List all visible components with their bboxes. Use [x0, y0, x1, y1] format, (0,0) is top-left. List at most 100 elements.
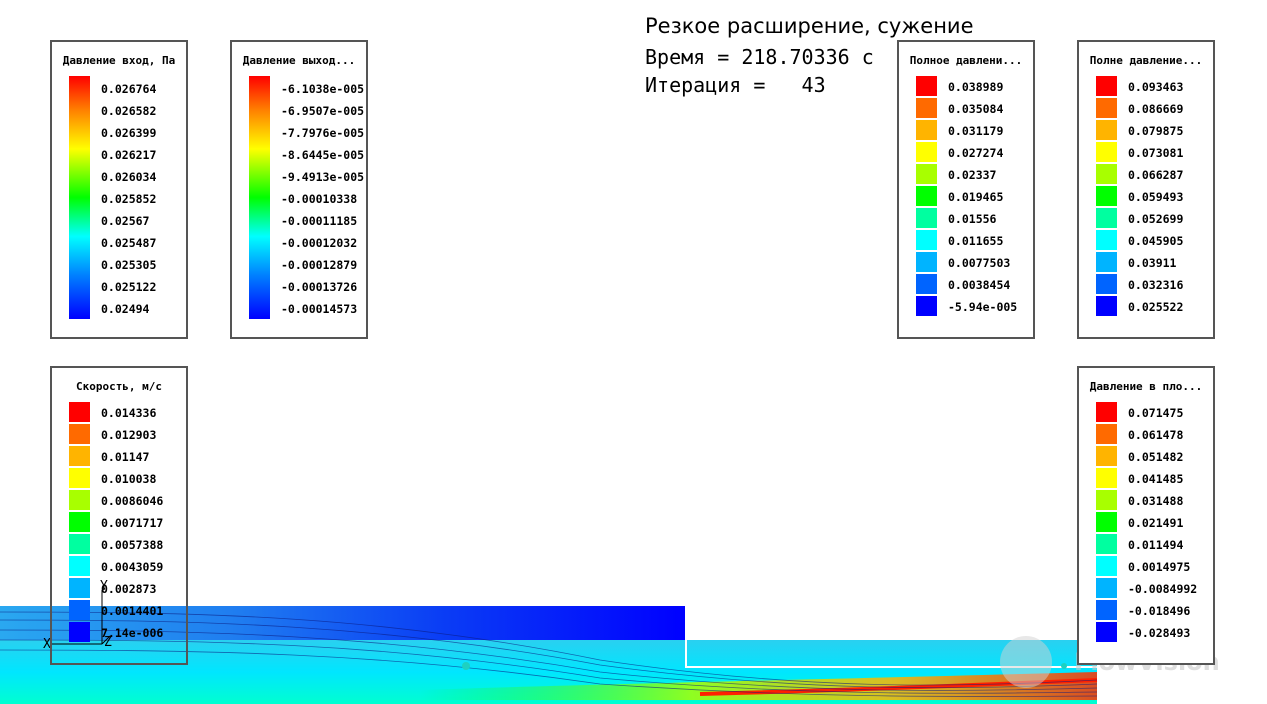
legend-value: 0.025122 — [101, 280, 157, 294]
legend-value: -5.94e-005 — [948, 300, 1018, 314]
legend-value: -6.1038e-005 — [281, 82, 365, 96]
legend-swatch — [69, 468, 90, 488]
legend-value: -0.00013726 — [281, 280, 358, 294]
legend-swatch — [1096, 208, 1117, 228]
legend-value: -0.00012032 — [281, 236, 358, 250]
legend-swatch — [916, 274, 937, 294]
legend-value: 0.02337 — [948, 168, 997, 182]
legend-title: Давление вход, Па — [62, 54, 176, 67]
legend-plane-pressure[interactable]: Давление в пло... 0.071475 0.061478 0.0514… — [1077, 366, 1215, 665]
legend-title: Давление в пло... — [1089, 380, 1203, 393]
legend-value: 0.031488 — [1128, 494, 1184, 508]
legend-outlet-pressure[interactable]: Давление выход... -6.1038e-005 -6.9507e-0… — [230, 40, 368, 339]
legend-value: -9.4913e-005 — [281, 170, 365, 184]
legend-value: 0.011655 — [948, 234, 1004, 248]
legend-swatch — [1096, 274, 1117, 294]
axis-x-label: X — [43, 637, 51, 652]
legend-swatch — [69, 402, 90, 422]
legend-swatch — [69, 424, 90, 444]
legend-swatch — [1096, 424, 1117, 444]
legend-value: 0.025852 — [101, 192, 157, 206]
legend-value: 0.0071717 — [101, 516, 164, 530]
legend-value: -0.00014573 — [281, 302, 358, 316]
legend-swatch — [69, 556, 90, 576]
legend-swatch — [1096, 622, 1117, 642]
iteration-readout: Итерация = 43 — [645, 73, 826, 97]
legend-swatch — [1096, 512, 1117, 532]
legend-value: -7.7976e-005 — [281, 126, 365, 140]
legend-value: 0.019465 — [948, 190, 1004, 204]
legend-swatch — [1096, 296, 1117, 316]
legend-value: 0.026764 — [101, 82, 157, 96]
legend-title: Давление выход... — [242, 54, 356, 67]
legend-value: 0.025487 — [101, 236, 157, 250]
legend-total-pressure-1[interactable]: Полное давлени... 0.038989 0.035084 0.0311… — [897, 40, 1035, 339]
legend-value: 0.01147 — [101, 450, 150, 464]
time-readout: Время = 218.70336 с — [645, 45, 874, 69]
axis-triad — [50, 590, 111, 645]
legend-swatch — [916, 142, 937, 162]
legend-swatch — [916, 76, 937, 96]
legend-swatch — [1096, 76, 1117, 96]
legend-title: Полне давление... — [1089, 54, 1203, 67]
legend-swatch — [1096, 446, 1117, 466]
legend-swatch — [1096, 600, 1117, 620]
legend-value: 0.041485 — [1128, 472, 1184, 486]
legend-value: 0.026034 — [101, 170, 157, 184]
legend-swatch — [916, 230, 937, 250]
legend-swatch — [69, 600, 90, 620]
legend-swatch — [916, 164, 937, 184]
legend-swatch — [1096, 230, 1117, 250]
legend-swatch — [1096, 142, 1117, 162]
legend-value: -0.00010338 — [281, 192, 358, 206]
legend-swatch — [1096, 98, 1117, 118]
legend-value: 0.0014975 — [1128, 560, 1191, 574]
legend-swatch — [916, 208, 937, 228]
legend-swatch — [916, 186, 937, 206]
legend-swatch — [1096, 468, 1117, 488]
legend-swatch — [69, 622, 90, 642]
legend-swatch — [69, 490, 90, 510]
legend-value: -0.00011185 — [281, 214, 358, 228]
axis-y-label: Y — [100, 579, 108, 594]
legend-velocity[interactable]: Скорость, м/с 0.014336 0.012903 0.01147 0.0… — [50, 366, 188, 665]
legend-value: 0.025305 — [101, 258, 157, 272]
legend-value: -8.6445e-005 — [281, 148, 365, 162]
legend-value: 0.071475 — [1128, 406, 1184, 420]
legend-value: 0.031179 — [948, 124, 1004, 138]
probe-point-2[interactable] — [1061, 663, 1067, 669]
legend-value: 0.079875 — [1128, 124, 1184, 138]
legend-swatch — [916, 120, 937, 140]
legend-value: 0.02567 — [101, 214, 150, 228]
legend-value: -0.00012879 — [281, 258, 358, 272]
legend-value: 0.027274 — [948, 146, 1004, 160]
legend-value: 0.035084 — [948, 102, 1004, 116]
legend-value: 0.02494 — [101, 302, 150, 316]
probe-point[interactable] — [462, 662, 470, 670]
streamlines — [0, 611, 1098, 697]
legend-swatch — [1096, 186, 1117, 206]
legend-value: 0.011494 — [1128, 538, 1184, 552]
legend-swatch — [1096, 490, 1117, 510]
legend-value: 0.002873 — [101, 582, 157, 596]
legend-swatch — [69, 534, 90, 554]
legend-value: 0.059493 — [1128, 190, 1184, 204]
legend-value: 0.012903 — [101, 428, 157, 442]
legend-value: 0.061478 — [1128, 428, 1184, 442]
legend-swatch — [1096, 556, 1117, 576]
legend-value: 0.025522 — [1128, 300, 1184, 314]
legend-value: 0.021491 — [1128, 516, 1184, 530]
legend-value: 0.052699 — [1128, 212, 1184, 226]
legend-value: -0.018496 — [1128, 604, 1191, 618]
legend-total-pressure-2[interactable]: Полне давление... 0.093463 0.086669 0.0798… — [1077, 40, 1215, 339]
legend-inlet-pressure[interactable]: Давление вход, Па 0.026764 0.026582 0.0263… — [50, 40, 188, 339]
legend-value: 0.01556 — [948, 212, 997, 226]
legend-swatch — [69, 446, 90, 466]
legend-value: -0.0084992 — [1128, 582, 1198, 596]
legend-value: -6.9507e-005 — [281, 104, 365, 118]
legend-swatch — [1096, 402, 1117, 422]
legend-swatch — [916, 252, 937, 272]
legend-value: 0.010038 — [101, 472, 157, 486]
legend-value: 7.14e-006 — [101, 626, 164, 640]
